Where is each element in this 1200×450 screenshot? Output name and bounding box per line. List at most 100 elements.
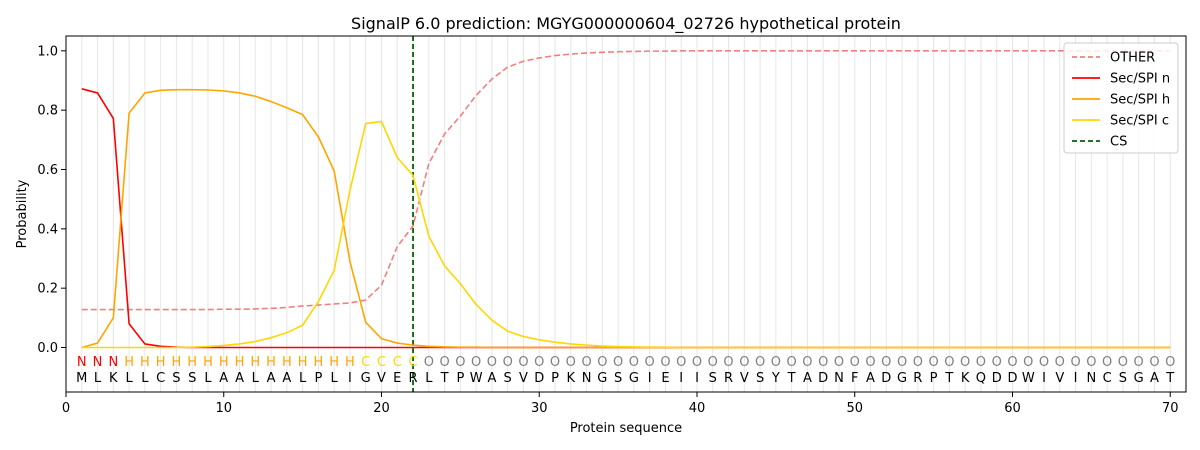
sequence-letter: N	[582, 371, 592, 386]
region-label: O	[881, 355, 891, 370]
region-label: O	[913, 355, 923, 370]
region-label: O	[487, 355, 497, 370]
region-label: O	[834, 355, 844, 370]
region-label: N	[77, 355, 87, 370]
region-label: H	[140, 355, 150, 370]
sequence-letter: D	[992, 371, 1002, 386]
region-label: O	[439, 355, 449, 370]
legend-label: Sec/SPI c	[1110, 114, 1169, 129]
region-label: H	[250, 355, 260, 370]
legend: OTHER Sec/SPI n Sec/SPI h Sec/SPI c CS	[1063, 42, 1179, 154]
region-label: O	[1118, 355, 1128, 370]
sequence-letter: I	[1074, 371, 1078, 386]
sequence-letter: T	[944, 371, 953, 386]
sequence-letter: I	[648, 371, 652, 386]
y-tick-label: 0.2	[37, 282, 58, 297]
x-tick-label: 40	[689, 401, 706, 416]
region-label: O	[424, 355, 434, 370]
sequence-letter: I	[348, 371, 352, 386]
sequence-letter: A	[866, 371, 875, 386]
region-label: H	[203, 355, 213, 370]
region-label: O	[1023, 355, 1033, 370]
sequence-letter: K	[961, 371, 970, 386]
region-label: C	[393, 355, 402, 370]
region-label: O	[897, 355, 907, 370]
sequence-letter: A	[282, 371, 291, 386]
region-label: N	[93, 355, 103, 370]
series-line-other	[81, 50, 1171, 311]
region-label: O	[787, 355, 797, 370]
sequence-letter: S	[188, 371, 196, 386]
sequence-letter: K	[109, 371, 118, 386]
sequence-letter: S	[756, 371, 764, 386]
sequence-letter: Q	[976, 371, 986, 386]
sequence-letter: N	[1086, 371, 1096, 386]
sequence-letter: V	[377, 371, 386, 386]
legend-label: CS	[1110, 135, 1127, 150]
region-label: O	[1165, 355, 1175, 370]
y-axis-ticks: 0.0 0.2 0.4 0.6 0.8 1.0	[37, 44, 66, 356]
sequence-letter: N	[834, 371, 844, 386]
sequence-letter: L	[299, 371, 307, 386]
region-label: O	[755, 355, 765, 370]
region-label: H	[266, 355, 276, 370]
region-label: O	[1086, 355, 1096, 370]
sequence-letter: C	[156, 371, 165, 386]
region-label: O	[566, 355, 576, 370]
region-label: O	[928, 355, 938, 370]
region-label: H	[282, 355, 292, 370]
region-label: H	[329, 355, 339, 370]
region-label: O	[1149, 355, 1159, 370]
sequence-annotation: NMNLNKHLHLHCHSHSHLHAHAHLHAHAHLHPHLHICGCV…	[76, 355, 1175, 386]
region-label: O	[865, 355, 875, 370]
y-tick-label: 0.8	[37, 104, 58, 119]
region-label: O	[960, 355, 970, 370]
sequence-letter: Y	[771, 371, 780, 386]
region-label: C	[361, 355, 370, 370]
sequence-letter: G	[361, 371, 371, 386]
sequence-letter: R	[409, 371, 418, 386]
y-tick-label: 1.0	[37, 44, 58, 59]
sequence-letter: P	[930, 371, 938, 386]
sequence-letter: G	[897, 371, 907, 386]
x-tick-label: 70	[1162, 401, 1179, 416]
sequence-letter: W	[470, 371, 483, 386]
sequence-letter: L	[204, 371, 212, 386]
region-label: O	[503, 355, 513, 370]
sequence-letter: S	[709, 371, 717, 386]
sequence-letter: V	[1055, 371, 1064, 386]
region-label: O	[518, 355, 528, 370]
region-label: O	[771, 355, 781, 370]
region-label: H	[235, 355, 245, 370]
sequence-letter: D	[534, 371, 544, 386]
sequence-letter: I	[1042, 371, 1046, 386]
sequence-letter: A	[267, 371, 276, 386]
region-label: O	[676, 355, 686, 370]
region-label: O	[692, 355, 702, 370]
legend-label: Sec/SPI n	[1110, 72, 1170, 87]
sequence-letter: A	[235, 371, 244, 386]
region-label: O	[1039, 355, 1049, 370]
sequence-letter: C	[1103, 371, 1112, 386]
region-label: H	[124, 355, 134, 370]
region-label: O	[581, 355, 591, 370]
region-label: O	[976, 355, 986, 370]
sequence-letter: M	[76, 371, 87, 386]
x-tick-label: 50	[846, 401, 863, 416]
region-label: C	[409, 355, 418, 370]
region-label: O	[629, 355, 639, 370]
region-label: O	[818, 355, 828, 370]
region-label: O	[455, 355, 465, 370]
region-label: O	[1007, 355, 1017, 370]
sequence-letter: T	[787, 371, 796, 386]
sequence-letter: E	[393, 371, 401, 386]
legend-label: OTHER	[1110, 51, 1155, 66]
sequence-letter: I	[679, 371, 683, 386]
x-axis-ticks: 0 10 20 30 40 50 60 70	[62, 392, 1179, 416]
region-label: O	[739, 355, 749, 370]
sequence-letter: S	[504, 371, 512, 386]
region-label: H	[219, 355, 229, 370]
sequence-letter: G	[597, 371, 607, 386]
y-tick-label: 0.4	[37, 222, 58, 237]
